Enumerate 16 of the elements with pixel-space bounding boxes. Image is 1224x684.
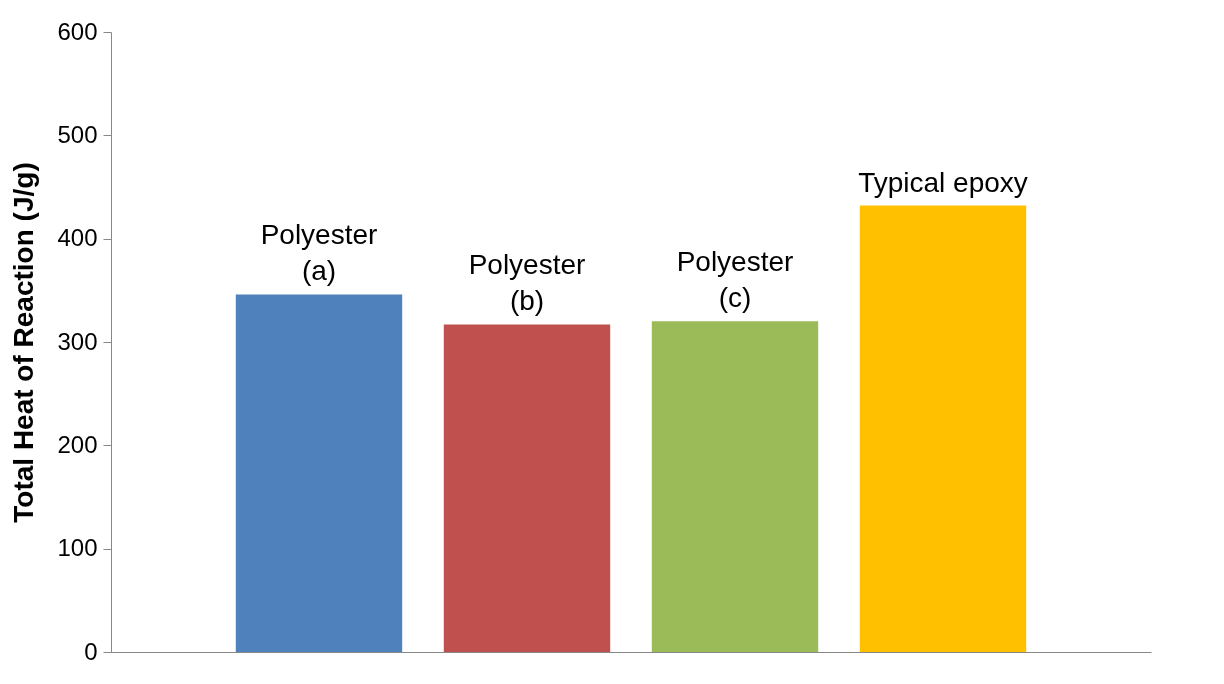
y-axis-title: Total Heat of Reaction (J/g) bbox=[8, 162, 40, 523]
y-tick-label: 600 bbox=[57, 17, 98, 45]
bar bbox=[235, 294, 403, 652]
bar bbox=[859, 205, 1027, 652]
y-tick-label: 500 bbox=[57, 120, 98, 148]
y-tick-label: 300 bbox=[57, 327, 98, 355]
y-tick-label: 100 bbox=[57, 534, 98, 562]
x-tick-label: Polyester (b) bbox=[468, 249, 586, 317]
y-tick-label: 200 bbox=[57, 430, 98, 458]
x-tick-label: Typical epoxy bbox=[858, 166, 1028, 198]
bar bbox=[651, 321, 819, 652]
x-tick-label: Polyester (c) bbox=[676, 246, 794, 314]
y-tick-label: 0 bbox=[84, 637, 98, 665]
bar bbox=[443, 324, 611, 652]
x-tick-label: Polyester (a) bbox=[260, 219, 378, 287]
y-tick-label: 400 bbox=[57, 224, 98, 252]
